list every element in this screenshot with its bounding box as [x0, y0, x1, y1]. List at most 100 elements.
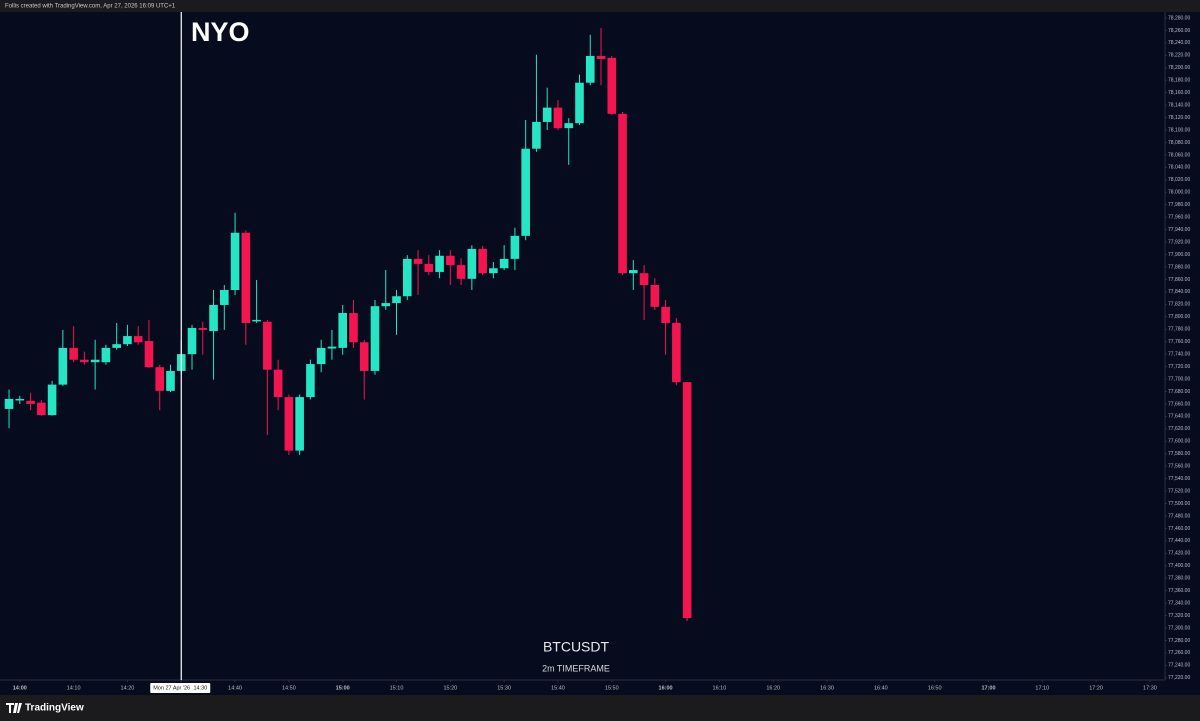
x-tick-label: 16:00 — [659, 685, 673, 691]
candle-body — [478, 248, 487, 274]
candle-body — [359, 342, 369, 371]
candle-body — [467, 248, 477, 279]
y-tick-label: 77,660.00 — [1168, 401, 1190, 407]
candle-body — [370, 306, 380, 371]
tradingview-logo — [6, 703, 22, 713]
candle-body — [510, 235, 520, 259]
y-tick-label: 77,840.00 — [1168, 289, 1190, 295]
candle-body — [123, 336, 132, 345]
y-tick-label: 78,240.00 — [1168, 40, 1190, 46]
y-tick-label: 77,880.00 — [1168, 264, 1190, 270]
candle-body — [575, 82, 584, 124]
footer-bar — [0, 695, 1200, 721]
candle-body — [672, 322, 681, 383]
candle-body — [618, 113, 627, 274]
y-tick-label: 77,360.00 — [1168, 588, 1190, 594]
y-tick-label: 77,460.00 — [1168, 526, 1190, 532]
candle-body — [435, 255, 444, 272]
y-tick-label: 78,160.00 — [1168, 90, 1190, 96]
y-tick-label: 78,180.00 — [1168, 78, 1190, 84]
chart-background — [0, 12, 1200, 695]
y-tick-label: 77,340.00 — [1168, 600, 1190, 606]
candle-body — [316, 347, 326, 365]
x-tick-label: 15:40 — [551, 685, 565, 691]
candle-body — [596, 55, 606, 60]
y-tick-label: 77,300.00 — [1168, 625, 1190, 631]
y-tick-label: 78,100.00 — [1168, 127, 1190, 133]
y-tick-label: 77,800.00 — [1168, 314, 1190, 320]
y-tick-label: 77,380.00 — [1168, 576, 1190, 582]
candle-body — [628, 270, 638, 274]
y-tick-label: 78,020.00 — [1168, 177, 1190, 183]
y-tick-label: 77,860.00 — [1168, 277, 1190, 283]
candle-body — [69, 347, 78, 360]
candle-body — [15, 398, 25, 401]
x-tick-label: 17:30 — [1143, 685, 1157, 691]
header-bar — [0, 0, 1200, 12]
y-tick-label: 77,940.00 — [1168, 227, 1190, 233]
candle-body — [381, 303, 391, 307]
y-tick-label: 78,260.00 — [1168, 28, 1190, 34]
y-tick-label: 77,480.00 — [1168, 513, 1190, 519]
y-tick-label: 77,920.00 — [1168, 239, 1190, 245]
y-tick-label: 77,260.00 — [1168, 650, 1190, 656]
footer-text: TradingView — [25, 703, 84, 714]
y-tick-label: 77,500.00 — [1168, 501, 1190, 507]
x-tick-label: 15:30 — [497, 685, 511, 691]
candle-body — [209, 304, 218, 332]
x-tick-label: 15:00 — [336, 685, 350, 691]
candle-body — [263, 321, 272, 370]
x-tick-label: 14:00 — [13, 685, 27, 691]
y-tick-label: 77,760.00 — [1168, 339, 1190, 345]
x-tick-label: 16:20 — [766, 685, 780, 691]
x-tick-label: 16:40 — [874, 685, 888, 691]
y-tick-label: 77,240.00 — [1168, 663, 1190, 669]
candle-body — [166, 370, 175, 391]
y-tick-label: 77,820.00 — [1168, 302, 1190, 308]
x-tick-label: 14:10 — [67, 685, 81, 691]
x-tick-label: 14:50 — [282, 685, 296, 691]
y-tick-label: 77,580.00 — [1168, 451, 1190, 457]
y-tick-label: 77,640.00 — [1168, 414, 1190, 420]
candle-body — [392, 296, 401, 304]
candle-body — [37, 402, 46, 416]
candle-body — [327, 346, 337, 349]
candle-body — [521, 148, 530, 236]
y-tick-label: 78,000.00 — [1168, 190, 1190, 196]
y-tick-label: 77,600.00 — [1168, 439, 1190, 445]
symbol-label: BTCUSDT — [543, 639, 610, 655]
candle-body — [58, 347, 68, 385]
x-tick-label: 17:20 — [1089, 685, 1103, 691]
candle-body — [682, 382, 692, 619]
x-tick-label: 17:10 — [1035, 685, 1049, 691]
chart-subtitle: 2m TIMEFRAME — [542, 663, 610, 673]
y-tick-label: 78,220.00 — [1168, 53, 1190, 59]
candle-body — [90, 359, 100, 363]
candle-body — [26, 400, 35, 404]
candle-body — [198, 327, 208, 330]
candle-body — [338, 313, 348, 348]
crosshair-time: 14:30 — [193, 685, 207, 691]
y-tick-label: 77,720.00 — [1168, 364, 1190, 370]
candle-body — [273, 369, 283, 398]
candle-body — [252, 319, 261, 322]
candle-body — [650, 285, 660, 307]
y-tick-label: 77,320.00 — [1168, 613, 1190, 619]
y-tick-label: 78,060.00 — [1168, 152, 1190, 158]
candle-body — [553, 107, 563, 129]
candle-body — [101, 347, 111, 363]
candle-body — [284, 397, 294, 451]
candle-body — [241, 232, 251, 323]
candle-body — [133, 336, 143, 343]
y-tick-label: 77,740.00 — [1168, 351, 1190, 357]
candle-body — [47, 384, 57, 416]
chart-title: NYO — [191, 17, 250, 47]
x-tick-label: 15:10 — [390, 685, 404, 691]
candle-body — [499, 258, 509, 269]
y-tick-label: 77,400.00 — [1168, 563, 1190, 569]
candle-body — [155, 367, 165, 391]
y-tick-label: 77,440.00 — [1168, 538, 1190, 544]
candle-body — [402, 258, 412, 297]
y-tick-label: 77,960.00 — [1168, 215, 1190, 221]
